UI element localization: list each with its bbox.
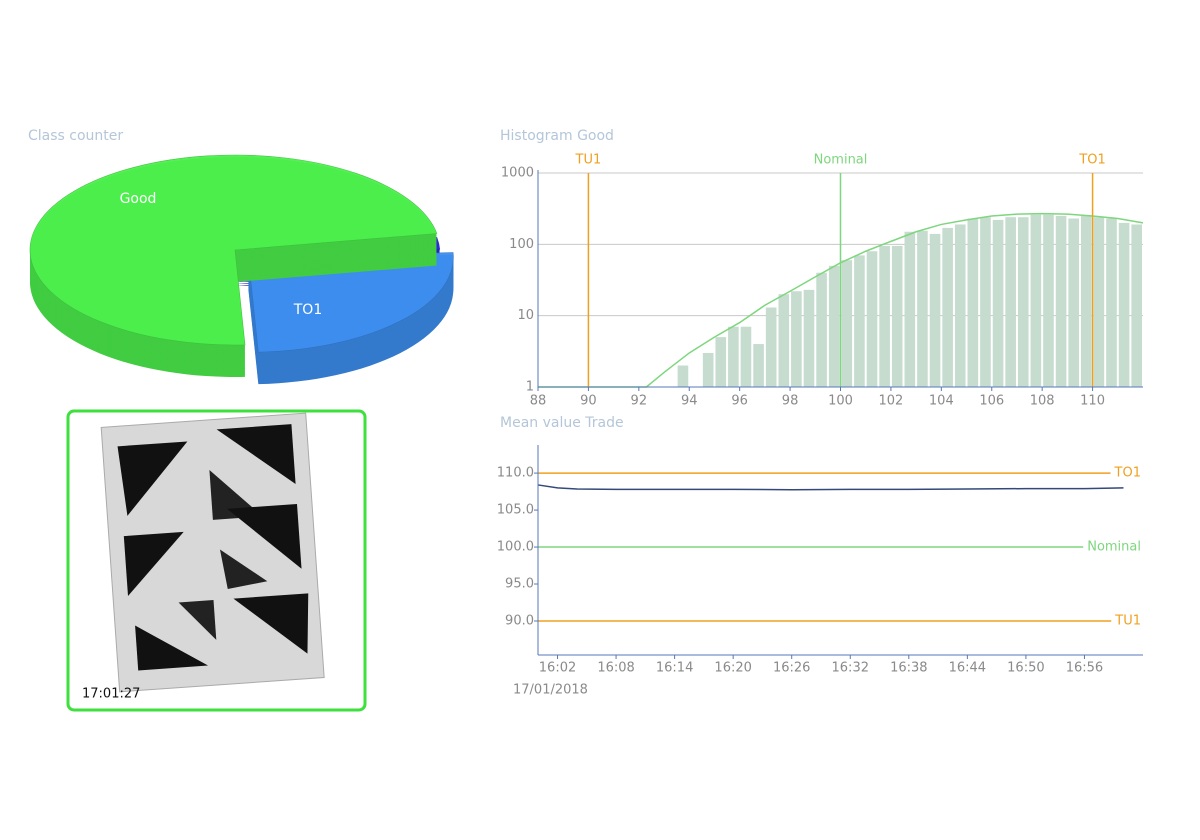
y-tick-label: 10 [517,308,534,323]
hole [123,531,184,596]
histogram-bar [942,227,953,387]
hole [219,549,268,589]
histogram-bar [778,294,790,387]
x-tick-label: 16:38 [890,661,927,676]
y-tick-label: 95.0 [505,577,534,592]
x-tick-label: 16:50 [1007,661,1044,676]
pie-slice [29,154,438,346]
hole [227,503,302,569]
trend-title: Mean value Trade [500,415,624,431]
pie-label: Good [120,191,157,207]
x-tick-label: 90 [580,394,597,409]
x-tick-label: 16:08 [597,661,634,676]
pie-label: TO1 [293,302,322,318]
histogram-bar [967,218,979,387]
pie-slice [248,252,454,353]
histogram-bar [879,245,890,387]
histogram-bar [1106,218,1117,387]
x-tick-label: 16:20 [714,661,751,676]
histogram-bar [816,272,827,387]
x-tick-label: 110 [1080,394,1105,409]
x-tick-label: 100 [828,394,853,409]
timestamp: 17:01:27 [82,687,140,702]
y-tick-label: 1000 [501,166,534,181]
x-tick-label: 104 [929,394,954,409]
histogram-bar [1131,224,1142,387]
histogram-bar [992,219,1004,387]
xray-image [100,412,325,693]
histogram-bar [791,291,802,387]
histogram-bar [917,230,928,387]
histogram-bar [715,337,727,387]
reference-label: TO1 [1078,153,1105,168]
histogram-bar [1080,215,1092,387]
x-tick-label: 102 [879,394,904,409]
y-tick-label: 100 [509,237,534,252]
y-tick-label: 90.0 [505,613,534,628]
pie-title: Class counter [28,128,123,144]
histogram-bar [954,224,966,387]
y-tick-label: 100.0 [497,540,534,555]
reference-label: TU1 [575,153,602,168]
reference-label: Nominal [1087,540,1141,555]
histogram-bar [891,245,903,387]
x-tick-label: 16:26 [773,661,810,676]
hole [233,593,309,654]
histogram-bar [765,307,777,387]
histogram-bar [1043,214,1054,387]
x-tick-label: 92 [631,394,648,409]
y-tick-label: 105.0 [497,503,534,518]
histogram-bar [1093,217,1105,387]
y-tick-label: 110.0 [497,466,534,481]
histogram-bar [677,365,689,387]
x-tick-label: 16:14 [656,661,693,676]
image-panel: 17:01:27 [66,409,367,712]
reference-label: TU1 [1114,613,1141,628]
x-tick-label: 16:56 [1066,661,1103,676]
x-tick-label: 16:02 [539,661,576,676]
histogram-bar [841,260,853,387]
reference-label: Nominal [814,153,868,168]
histogram-bar [702,352,714,387]
histogram-bar [980,217,991,387]
hole [135,625,209,671]
histogram-bar [854,255,865,387]
histogram-bar [728,326,739,387]
x-tick-label: 88 [530,394,547,409]
histogram-bar [1118,222,1130,387]
histogram-bar [1055,215,1067,387]
date-label: 17/01/2018 [513,683,588,698]
x-tick-label: 16:32 [832,661,869,676]
hole [216,424,296,485]
histogram-bar [866,251,878,387]
x-tick-label: 98 [782,394,799,409]
histogram-bar [1017,217,1029,387]
y-tick-label: 1 [526,380,534,395]
histogram-bar [740,326,752,387]
reference-label: TO1 [1114,466,1141,481]
trend-line [537,484,1124,491]
histogram-bar [1030,214,1042,387]
fit-curve [538,212,1144,388]
histogram-bar [803,289,815,387]
hole [117,441,188,516]
x-tick-label: 106 [979,394,1004,409]
histogram-title: Histogram Good [500,128,614,144]
histogram-bar [753,344,764,387]
hole [178,600,217,640]
x-tick-label: 108 [1030,394,1055,409]
x-tick-label: 96 [731,394,748,409]
histogram-bar [904,231,916,387]
histogram-bar [828,265,840,387]
histogram-bar [1068,218,1079,387]
x-tick-label: 16:44 [949,661,986,676]
histogram-bar [1005,217,1016,387]
x-tick-label: 94 [681,394,698,409]
histogram-bar [929,233,941,387]
